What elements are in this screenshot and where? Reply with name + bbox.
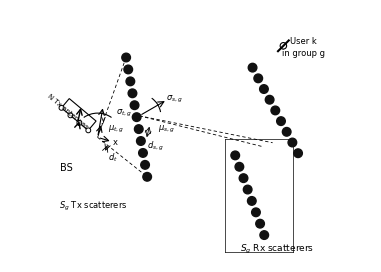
- Circle shape: [231, 151, 240, 160]
- Circle shape: [141, 160, 149, 169]
- Circle shape: [59, 106, 64, 110]
- Text: $d_{s,g}$: $d_{s,g}$: [147, 140, 164, 153]
- Circle shape: [282, 128, 291, 136]
- Circle shape: [248, 197, 256, 205]
- Circle shape: [139, 149, 147, 157]
- Circle shape: [143, 172, 152, 181]
- Text: $\mu_{s,g}$: $\mu_{s,g}$: [158, 124, 175, 135]
- Text: $\sigma_{t,g}$: $\sigma_{t,g}$: [117, 107, 133, 119]
- Circle shape: [86, 128, 91, 133]
- Circle shape: [124, 65, 133, 74]
- Circle shape: [128, 89, 137, 98]
- Text: $\sigma_{s,g}$: $\sigma_{s,g}$: [166, 94, 183, 105]
- Circle shape: [122, 53, 130, 62]
- Circle shape: [288, 138, 297, 147]
- Circle shape: [235, 162, 244, 171]
- Circle shape: [130, 101, 139, 110]
- Circle shape: [260, 231, 269, 239]
- Text: x: x: [113, 138, 118, 147]
- Text: $\mu_{t,g}$: $\mu_{t,g}$: [108, 124, 125, 135]
- Text: N Tx antennas: N Tx antennas: [46, 93, 90, 130]
- Circle shape: [277, 117, 285, 125]
- Circle shape: [271, 106, 280, 115]
- Text: User k
in group g: User k in group g: [282, 37, 325, 58]
- Circle shape: [243, 185, 252, 194]
- Circle shape: [248, 63, 257, 72]
- Circle shape: [132, 113, 141, 122]
- Circle shape: [280, 43, 287, 49]
- Circle shape: [256, 220, 264, 228]
- Circle shape: [134, 125, 143, 133]
- Circle shape: [77, 120, 82, 125]
- Circle shape: [265, 95, 274, 104]
- Circle shape: [68, 113, 73, 118]
- Circle shape: [251, 208, 260, 217]
- Text: $d_t$: $d_t$: [107, 151, 117, 164]
- Circle shape: [294, 149, 303, 157]
- Circle shape: [259, 85, 268, 93]
- Text: $S_g$ Tx scatterers: $S_g$ Tx scatterers: [59, 199, 128, 212]
- Text: $S_g$ Rx scatterers: $S_g$ Rx scatterers: [240, 243, 314, 256]
- Text: BS: BS: [60, 163, 73, 173]
- Circle shape: [126, 77, 134, 86]
- Circle shape: [136, 137, 145, 145]
- Text: y: y: [100, 115, 105, 124]
- Circle shape: [239, 174, 248, 183]
- Circle shape: [254, 74, 263, 83]
